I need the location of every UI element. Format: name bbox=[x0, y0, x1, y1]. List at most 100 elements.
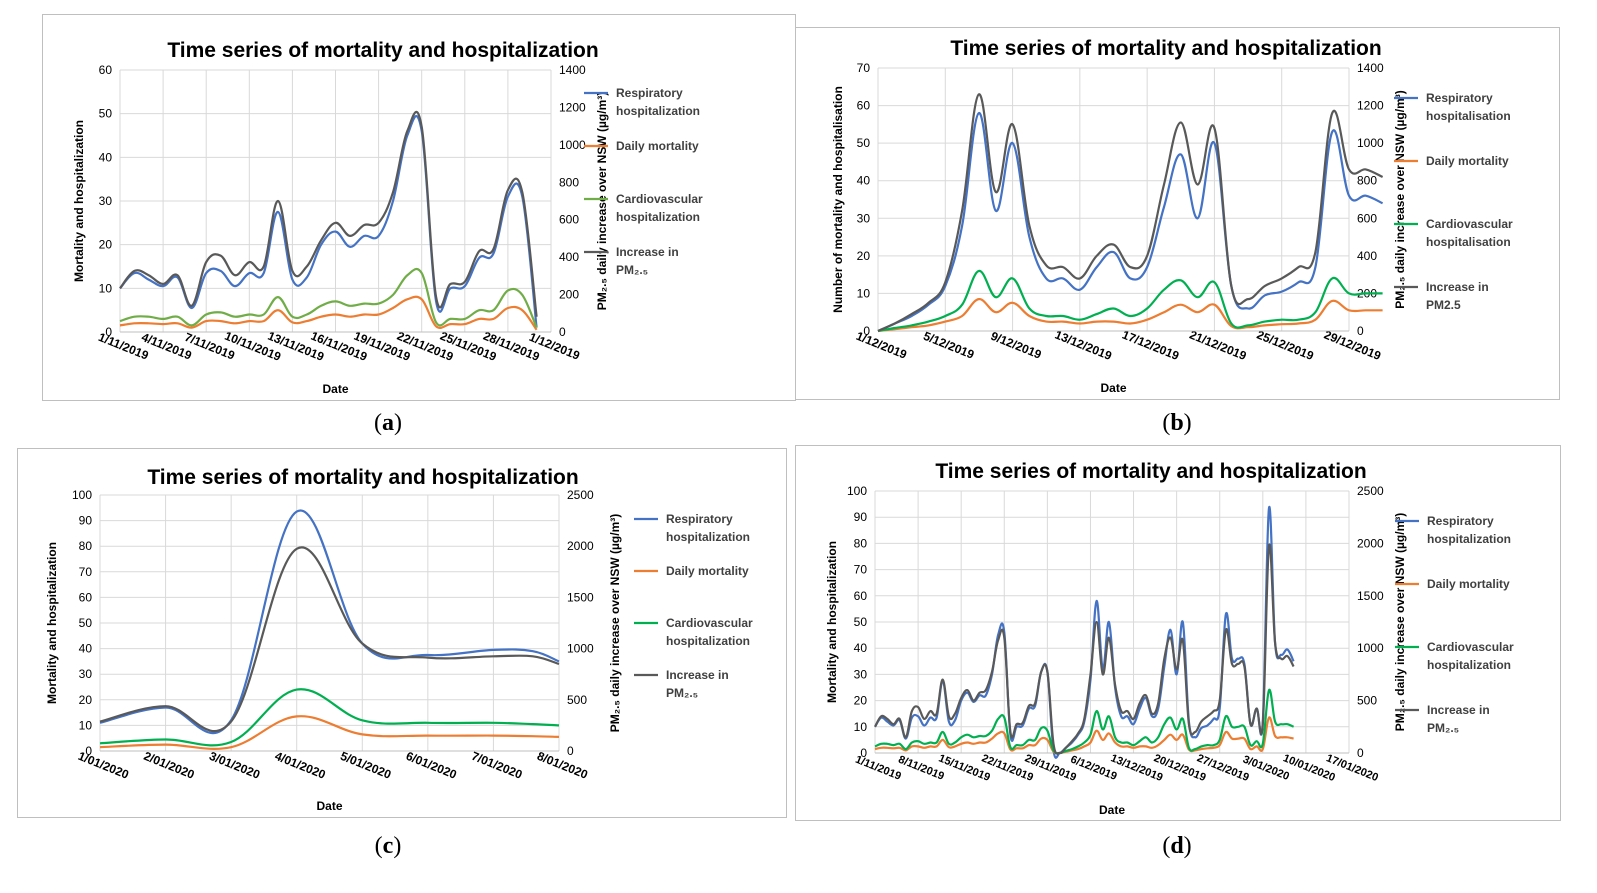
y-tick-label: 50 bbox=[79, 616, 93, 630]
y-tick-label: 40 bbox=[79, 642, 93, 656]
x-axis-label: Date bbox=[1099, 803, 1125, 817]
legend-label: Increase in PM2.5 bbox=[1426, 280, 1489, 312]
caption-d: (d) bbox=[1162, 833, 1192, 859]
series-line-3 bbox=[119, 267, 538, 329]
series-line-1 bbox=[99, 509, 560, 735]
y-axis-label: Mortality and hospitalization bbox=[825, 541, 839, 703]
y-tick-label: 40 bbox=[99, 150, 113, 164]
y2-tick-label: 400 bbox=[1357, 249, 1377, 263]
y-axis-label: Number of mortality and hospitalisation bbox=[831, 86, 845, 313]
y2-tick-label: 0 bbox=[559, 325, 566, 339]
y-tick-label: 10 bbox=[79, 718, 93, 732]
y-tick-label: 60 bbox=[79, 590, 93, 604]
legend-label: Cardiovascular hospitalization bbox=[1427, 640, 1514, 672]
y-tick-label: 10 bbox=[857, 286, 871, 300]
y2-tick-label: 1500 bbox=[567, 590, 594, 604]
x-tick-label: 8/01/2020 bbox=[535, 749, 590, 782]
y-tick-label: 20 bbox=[854, 694, 868, 708]
legend-label-line: Cardiovascular bbox=[1427, 640, 1514, 654]
y2-tick-label: 600 bbox=[559, 213, 579, 227]
x-tick-label: 4/01/2020 bbox=[273, 749, 328, 782]
y2-tick-label: 400 bbox=[559, 250, 579, 264]
y-tick-label: 100 bbox=[72, 488, 92, 502]
legend-label: Respiratory hospitalisation bbox=[1426, 91, 1511, 123]
y2-tick-label: 800 bbox=[1357, 174, 1377, 188]
x-tick-label: 1/12/2019 bbox=[854, 329, 909, 362]
legend-label-line: Respiratory bbox=[1426, 91, 1493, 105]
x-tick-label: 2/01/2020 bbox=[142, 749, 197, 782]
x-axis-label: Date bbox=[1100, 381, 1126, 395]
legend-label-line: hospitalisation bbox=[1426, 235, 1511, 249]
legend-label-line: Respiratory bbox=[666, 512, 733, 526]
legend-label: Daily mortality bbox=[666, 564, 749, 578]
y2-tick-label: 1000 bbox=[1357, 136, 1384, 150]
y-tick-label: 0 bbox=[105, 325, 112, 339]
series-line-4 bbox=[119, 110, 538, 317]
chart-svg-d: Time series of mortality and hospitaliza… bbox=[825, 460, 1514, 817]
y2-tick-label: 2500 bbox=[1357, 484, 1384, 498]
legend-label-line: hospitalization bbox=[616, 104, 700, 118]
y2-tick-label: 1000 bbox=[567, 642, 594, 656]
y2-tick-label: 0 bbox=[567, 744, 574, 758]
chart-panel-a: Time series of mortality and hospitaliza… bbox=[42, 14, 796, 401]
y-tick-label: 20 bbox=[79, 693, 93, 707]
y-axis-label: Mortality and hospitalization bbox=[45, 542, 59, 704]
legend-label: Daily mortality bbox=[1426, 154, 1509, 168]
x-tick-label: 7/01/2020 bbox=[470, 749, 525, 782]
chart-title: Time series of mortality and hospitaliza… bbox=[950, 37, 1381, 60]
legend-label-line: Respiratory bbox=[616, 86, 683, 100]
legend-label: Cardiovascular hospitalization bbox=[666, 616, 753, 648]
y-tick-label: 10 bbox=[854, 720, 868, 734]
legend-label-line: Respiratory bbox=[1427, 514, 1494, 528]
series-line-4 bbox=[877, 93, 1384, 332]
y-tick-label: 70 bbox=[854, 563, 868, 577]
x-tick-label: 6/01/2020 bbox=[404, 749, 459, 782]
legend-label-line: Increase in bbox=[1426, 280, 1489, 294]
x-axis-label: Date bbox=[316, 799, 342, 813]
chart-panel-d: Time series of mortality and hospitaliza… bbox=[795, 445, 1561, 821]
chart-title: Time series of mortality and hospitaliza… bbox=[935, 460, 1366, 483]
y-tick-label: 80 bbox=[79, 539, 93, 553]
y-tick-label: 30 bbox=[79, 667, 93, 681]
legend-label-line: Daily mortality bbox=[1426, 154, 1509, 168]
chart-svg-b: Time series of mortality and hospitaliza… bbox=[831, 37, 1513, 395]
y-tick-label: 50 bbox=[857, 136, 871, 150]
x-tick-label: 9/12/2019 bbox=[989, 329, 1044, 362]
x-tick-label: 25/12/2019 bbox=[1255, 328, 1316, 364]
y-tick-label: 50 bbox=[99, 107, 113, 121]
caption-c: (c) bbox=[374, 833, 402, 859]
y2-tick-label: 1000 bbox=[1357, 641, 1384, 655]
y-tick-label: 0 bbox=[860, 746, 867, 760]
y2-tick-label: 1200 bbox=[1357, 99, 1384, 113]
y-tick-label: 90 bbox=[79, 514, 93, 528]
legend-label-line: hospitalization bbox=[666, 530, 750, 544]
legend-label: Cardiovascular hospitalisation bbox=[1426, 217, 1513, 249]
legend-label: Increase in PM₂.₅ bbox=[666, 668, 729, 700]
legend-label: Increase in PM₂.₅ bbox=[616, 245, 679, 277]
x-tick-label: 13/12/2019 bbox=[1053, 328, 1114, 364]
legend-label: Cardiovascular hospitalization bbox=[616, 192, 703, 224]
legend-label-line: hospitalization bbox=[616, 210, 700, 224]
y2-tick-label: 1500 bbox=[1357, 589, 1384, 603]
x-tick-label: 5/12/2019 bbox=[921, 329, 976, 362]
x-axis-label: Date bbox=[322, 382, 348, 396]
y-tick-label: 80 bbox=[854, 536, 868, 550]
y-axis-label: Mortality and hospitalization bbox=[72, 120, 86, 282]
y-tick-label: 30 bbox=[857, 211, 871, 225]
legend-label: Increase in PM₂.₅ bbox=[1427, 703, 1490, 735]
y2-axis-label: PM₂.₅ daily increase over NSW (µg/m³) bbox=[608, 514, 622, 732]
chart-svg-a: Time series of mortality and hospitaliza… bbox=[72, 39, 703, 396]
legend-label-line: PM₂.₅ bbox=[616, 263, 648, 277]
y-tick-label: 10 bbox=[99, 281, 113, 295]
x-tick-label: 1/01/2020 bbox=[76, 749, 131, 782]
legend-label-line: Increase in bbox=[1427, 703, 1490, 717]
y-tick-label: 60 bbox=[857, 99, 871, 113]
chart-title: Time series of mortality and hospitaliza… bbox=[147, 466, 578, 489]
legend-label-line: Increase in bbox=[616, 245, 679, 259]
y-tick-label: 70 bbox=[79, 565, 93, 579]
legend-label-line: Daily mortality bbox=[666, 564, 749, 578]
chart-title: Time series of mortality and hospitaliza… bbox=[167, 39, 598, 62]
y-tick-label: 50 bbox=[854, 615, 868, 629]
y-tick-label: 40 bbox=[857, 174, 871, 188]
y-tick-label: 60 bbox=[854, 589, 868, 603]
